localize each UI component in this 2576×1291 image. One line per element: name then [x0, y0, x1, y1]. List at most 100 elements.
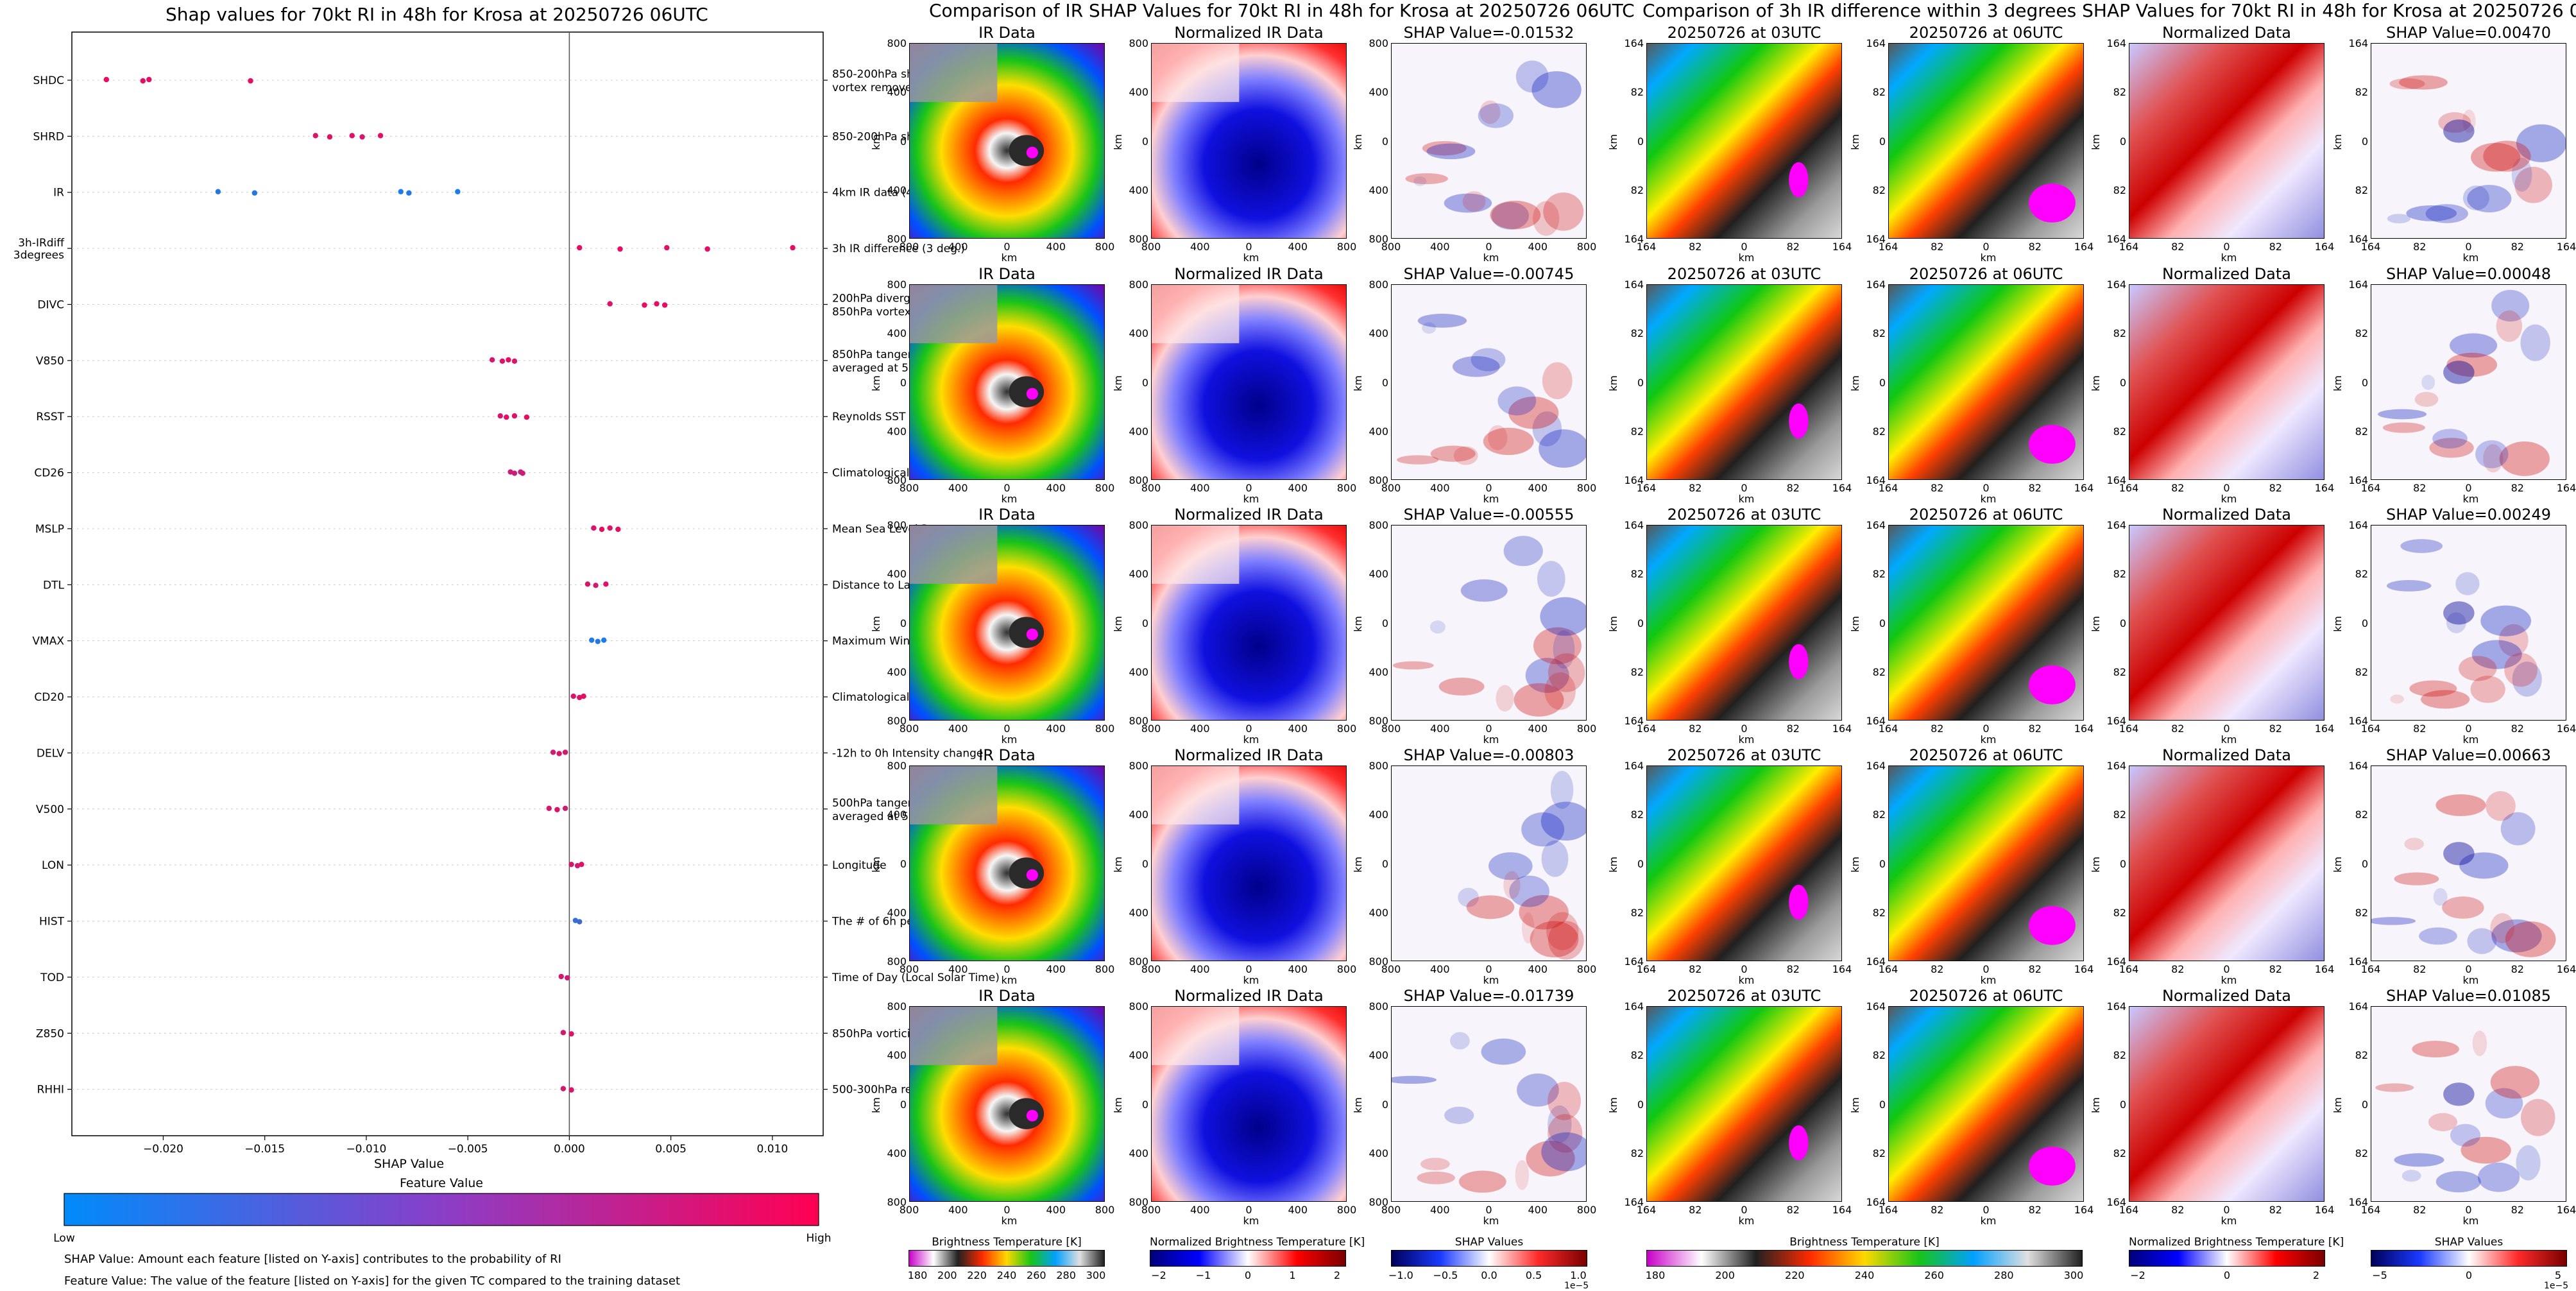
panel-title: IR Data: [978, 506, 1036, 524]
y-tick-label: 800: [1369, 955, 1388, 968]
shap-point: [601, 637, 607, 643]
colorbar-tick: 240: [996, 1269, 1017, 1281]
y-axis-label: km: [1607, 615, 1619, 632]
shap-point: [568, 1031, 574, 1037]
shap-point: [603, 581, 609, 587]
shap-point: [327, 134, 333, 140]
y-tick-label: 0: [1381, 135, 1388, 148]
x-tick-label: 400: [1190, 963, 1210, 975]
x-tick-label: 82: [2413, 482, 2427, 494]
feature-label: 3h-IRdiff 3degrees: [13, 237, 65, 262]
shap-point: [497, 413, 503, 419]
x-tick-label: 800: [1576, 482, 1597, 494]
shap-value-title: SHAP Value=-0.00745: [1403, 265, 1574, 283]
x-tick-label: 164: [1636, 1204, 1657, 1216]
feature-label: Z850: [36, 1027, 64, 1040]
panel-title: 20250726 at 03UTC: [1667, 265, 1821, 283]
y-tick-label: 82: [2113, 568, 2126, 581]
y-axis-label: km: [1607, 133, 1619, 150]
x-axis-label: km: [1483, 252, 1499, 264]
y-axis-label: km: [1111, 375, 1124, 391]
x-tick-label: 0: [1245, 963, 1252, 975]
x-tick-label: 164: [1832, 482, 1852, 494]
y-axis-label: km: [1111, 615, 1124, 632]
x-tick-label: 164: [2556, 963, 2576, 975]
y-tick-label: 82: [2113, 425, 2126, 438]
shap-point: [790, 244, 796, 251]
y-tick-label: 82: [2355, 906, 2368, 919]
x-tick-label: 400: [1288, 1204, 1308, 1216]
feature-label: TOD: [40, 971, 64, 984]
colorbar-tick: 260: [1924, 1269, 1944, 1281]
panel-title: IR Data: [978, 987, 1036, 1005]
y-tick-label: 82: [2113, 665, 2126, 678]
x-axis-label: km: [1738, 1215, 1755, 1227]
x-axis-label: km: [1243, 733, 1259, 746]
y-tick-label: 400: [1129, 1147, 1148, 1159]
shap-point: [577, 694, 583, 701]
x-tick-label: 164: [1832, 1204, 1852, 1216]
panel-title: Normalized Data: [2162, 746, 2292, 764]
ir-section-title: Comparison of IR SHAP Values for 70kt RI…: [929, 0, 1635, 21]
y-tick-label: 164: [2106, 233, 2126, 245]
x-tick-label: 82: [1786, 241, 1800, 253]
norm-image-panel: [1151, 43, 1347, 239]
x-tick-label: 800: [1095, 1204, 1115, 1216]
shap-point: [504, 415, 509, 420]
x-tick-label: 0: [2223, 482, 2230, 494]
x-tick-label: 800: [1141, 1204, 1161, 1216]
shap-point: [593, 583, 599, 588]
colorbar-tick: 0.5: [1525, 1269, 1542, 1281]
diffnorm-image-panel: [2129, 1006, 2324, 1202]
x-tick-label: 164: [2556, 482, 2576, 494]
x-tick-label: 164: [1636, 722, 1657, 735]
y-tick-label: 400: [1129, 425, 1148, 438]
y-tick-label: 82: [1630, 665, 1644, 678]
y-tick-label: 82: [1630, 1049, 1644, 1062]
x-tick-label: 0: [1003, 241, 1011, 253]
x-tick-label: 82: [2028, 722, 2042, 735]
shap-point: [562, 749, 568, 755]
y-tick-label: 400: [1369, 425, 1388, 438]
y-tick-label: 0: [2119, 1098, 2126, 1111]
x-tick-label: 400: [1190, 482, 1210, 494]
colorbar-tick: −2: [2130, 1269, 2145, 1281]
y-tick-label: 800: [1129, 278, 1148, 291]
shap-point: [499, 358, 506, 364]
shap-point: [140, 78, 146, 84]
x-tick-label: 800: [899, 722, 919, 735]
colorbar-tick: −5: [2372, 1269, 2387, 1281]
y-tick-label: 164: [2106, 278, 2126, 291]
panel-title: Normalized Data: [2162, 506, 2292, 524]
y-tick-label: 400: [1369, 327, 1388, 340]
x-tick-label: 164: [2074, 963, 2094, 975]
y-tick-label: 164: [1866, 233, 1886, 245]
x-tick-label: 164: [2119, 482, 2139, 494]
x-tick-label: 164: [1878, 1204, 1898, 1216]
shap-point: [617, 246, 623, 252]
y-tick-label: 164: [2348, 233, 2368, 245]
shap-point: [349, 133, 355, 139]
x-tick-label: 400: [1046, 241, 1066, 253]
colorbar-tick: 280: [1056, 1269, 1076, 1281]
x-tick-label: 0: [1485, 722, 1492, 735]
feature-label: MSLP: [35, 523, 64, 536]
x-tick-label: 164: [2360, 722, 2381, 735]
x-tick-label: 0: [2223, 722, 2230, 735]
shap-point: [506, 357, 511, 363]
colorbar-tick: 0: [1244, 1269, 1252, 1281]
x-tick-label: −0.015: [244, 1143, 285, 1156]
shap-point: [406, 190, 412, 196]
y-tick-label: 164: [2348, 474, 2368, 486]
y-tick-label: 800: [887, 715, 907, 727]
y-tick-label: 0: [2361, 857, 2368, 870]
y-tick-label: 82: [1872, 86, 1886, 99]
x-tick-label: 82: [1689, 241, 1702, 253]
y-tick-label: 800: [887, 1000, 907, 1013]
y-tick-label: 82: [1872, 327, 1886, 340]
ir-norm-colorbar: [1150, 1250, 1346, 1267]
x-tick-label: 800: [899, 963, 919, 975]
shap-point: [642, 302, 647, 308]
y-axis-label: km: [869, 375, 882, 391]
y-tick-label: 800: [887, 37, 907, 49]
